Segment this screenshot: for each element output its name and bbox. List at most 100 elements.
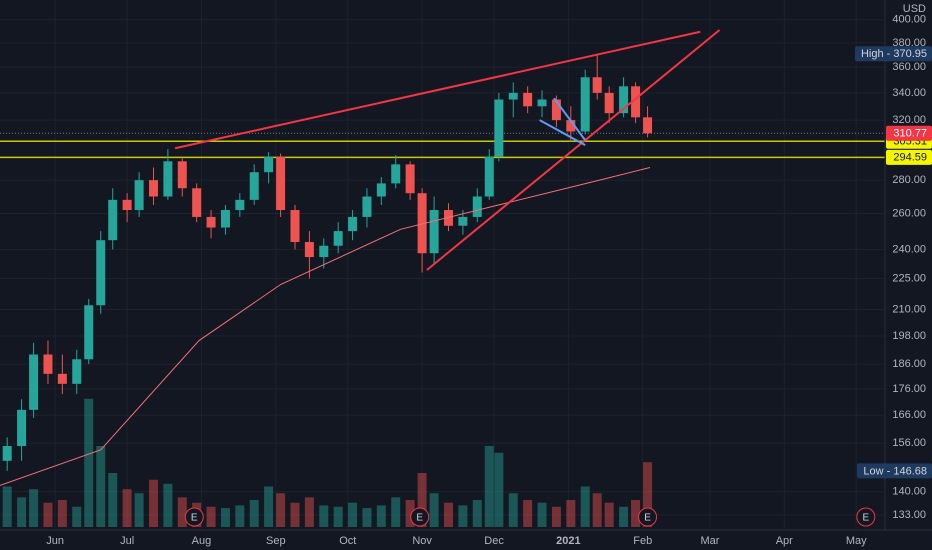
- y-tick-label: 176.00: [892, 383, 926, 395]
- volume-bar: [276, 493, 286, 527]
- earnings-marker: [856, 507, 876, 527]
- price-axis: [885, 0, 932, 550]
- volume-bar: [417, 473, 427, 527]
- candle-body: [333, 231, 343, 246]
- candle-body: [537, 99, 547, 107]
- volume-bar: [604, 502, 614, 527]
- volume-bar: [362, 508, 372, 527]
- candle-body: [192, 188, 202, 217]
- candle-body: [57, 373, 67, 384]
- candle-body: [206, 216, 216, 228]
- y-tick-label: 140.00: [892, 486, 926, 498]
- price-box: [886, 149, 932, 165]
- volume-bar: [122, 489, 132, 527]
- candle-body: [566, 120, 576, 132]
- volume-bar: [163, 483, 173, 527]
- y-tick-label: 400.00: [892, 14, 926, 26]
- volume-bar: [472, 500, 482, 527]
- volume-bar: [96, 446, 106, 527]
- grid: [0, 0, 885, 530]
- y-tick-label: 225.00: [892, 272, 926, 284]
- x-tick-label: Apr: [776, 535, 793, 547]
- trend-line: [553, 97, 587, 141]
- candle-body: [417, 193, 427, 254]
- candle-body: [134, 180, 144, 211]
- candle-body: [391, 164, 401, 184]
- y-tick-label: 260.00: [892, 207, 926, 219]
- volume-bar: [319, 505, 329, 527]
- candle-body: [348, 216, 358, 232]
- price-box: [855, 46, 932, 62]
- x-tick-label: Jun: [46, 535, 64, 547]
- x-tick-label: Dec: [484, 535, 504, 547]
- trend-line: [539, 119, 586, 146]
- candle-body: [604, 92, 614, 114]
- volume-bar: [249, 500, 259, 527]
- volume-bar: [391, 497, 401, 527]
- candle-body: [29, 354, 39, 410]
- trend-line: [174, 30, 701, 150]
- y-tick-label: 133.00: [892, 509, 926, 521]
- price-box-label: High - 370.95: [861, 48, 927, 60]
- candle-body: [177, 161, 187, 189]
- currency: USD: [903, 3, 926, 15]
- volume-bar: [484, 446, 494, 527]
- candle-body: [43, 354, 53, 374]
- y-tick-label: 340.00: [892, 87, 926, 99]
- volume-bar: [551, 506, 561, 527]
- volume-bar: [643, 462, 653, 527]
- candle-body: [2, 446, 12, 461]
- price-box-label: Low - 146.68: [863, 465, 927, 477]
- volume-bar: [619, 506, 629, 527]
- y-tick-label: 320.00: [892, 114, 926, 126]
- volume-bar: [537, 502, 547, 527]
- candle-body: [551, 99, 561, 121]
- y-tick-label: 186.00: [892, 358, 926, 370]
- candle-body: [631, 86, 641, 118]
- volume-bar: [108, 473, 118, 527]
- earnings-label: E: [191, 513, 198, 524]
- volume-bar: [148, 479, 158, 527]
- x-tick-label: Mar: [700, 535, 719, 547]
- volume-bar: [376, 505, 386, 527]
- x-tick-label: Feb: [633, 535, 652, 547]
- candle-body: [264, 156, 274, 173]
- volume-bar: [84, 398, 94, 527]
- volume-bar: [177, 497, 187, 527]
- volume-bar: [631, 500, 641, 527]
- earnings-label: E: [862, 513, 869, 524]
- candle-body: [235, 199, 245, 211]
- candle-body: [96, 240, 106, 306]
- candle-body: [484, 156, 494, 197]
- volume-bar: [566, 500, 576, 527]
- candle-body: [508, 92, 518, 100]
- volume-pane: [2, 398, 653, 527]
- candle-body: [405, 164, 415, 194]
- y-tick-label: 380.00: [892, 37, 926, 49]
- volume-bar: [134, 493, 144, 527]
- volume-bar: [494, 452, 504, 527]
- volume-bar: [523, 500, 533, 527]
- volume-bar: [220, 508, 230, 527]
- x-tick-label: Sep: [266, 535, 286, 547]
- candle-body: [523, 92, 533, 107]
- earnings-marker: [184, 507, 204, 527]
- volume-bar: [264, 486, 274, 527]
- candle-body: [290, 210, 300, 243]
- candle-body: [619, 86, 629, 114]
- volume-bar: [72, 506, 82, 527]
- volume-bar: [458, 505, 468, 527]
- volume-bar: [333, 506, 343, 527]
- candle-body: [580, 77, 590, 132]
- candle-body: [220, 210, 230, 228]
- x-tick-label: Aug: [192, 535, 212, 547]
- axis-labels: 400.00 380.00 360.00 340.00 320.00 280.00 260.…: [46, 14, 932, 547]
- x-tick-label: Jul: [120, 535, 134, 547]
- volume-bar: [57, 500, 67, 527]
- candle-body: [472, 196, 482, 217]
- earnings-label: E: [644, 513, 651, 524]
- candle-body: [148, 180, 158, 197]
- volume-bar: [508, 493, 518, 527]
